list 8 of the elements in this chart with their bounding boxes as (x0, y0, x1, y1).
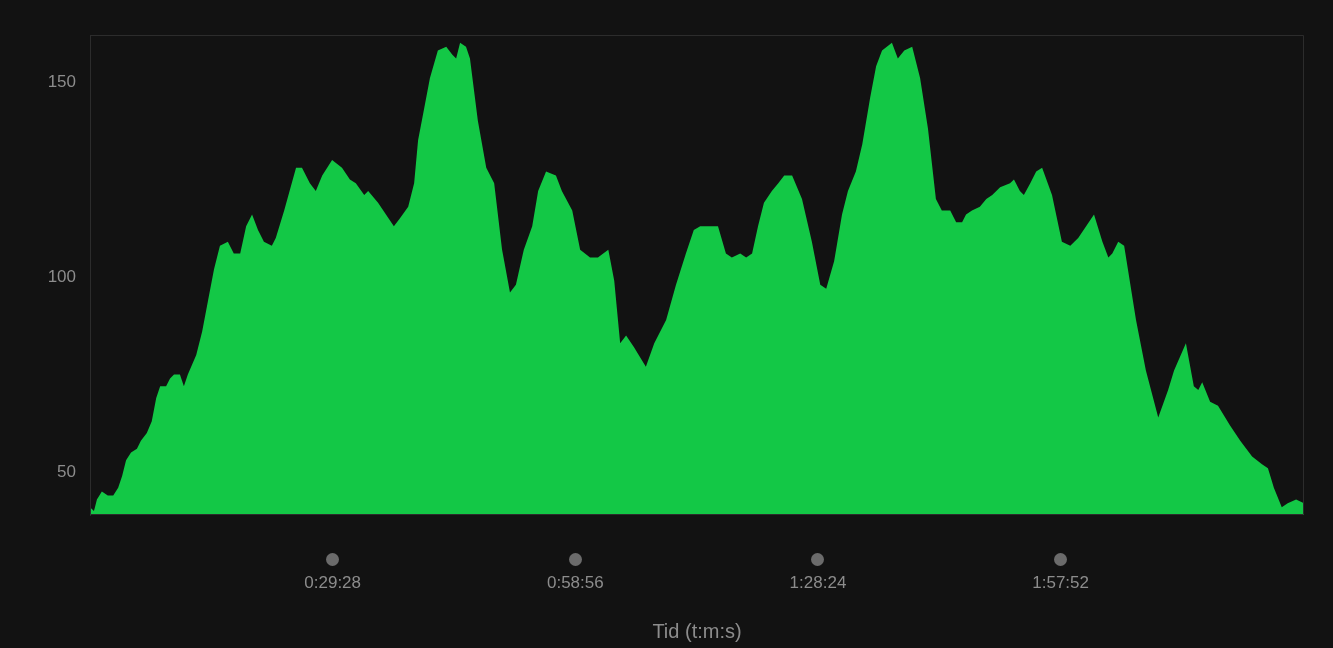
x-axis-title: Tid (t:m:s) (652, 619, 742, 642)
x-tick-label: 1:57:52 (1032, 572, 1089, 592)
y-tick-label: 100 (47, 266, 76, 286)
x-tick-label: 1:28:24 (789, 572, 847, 592)
x-tick-label: 0:29:28 (304, 572, 362, 592)
y-tick-label: 50 (57, 461, 76, 481)
y-tick-label: 150 (47, 71, 76, 91)
x-tick-label: 0:58:56 (546, 572, 604, 592)
